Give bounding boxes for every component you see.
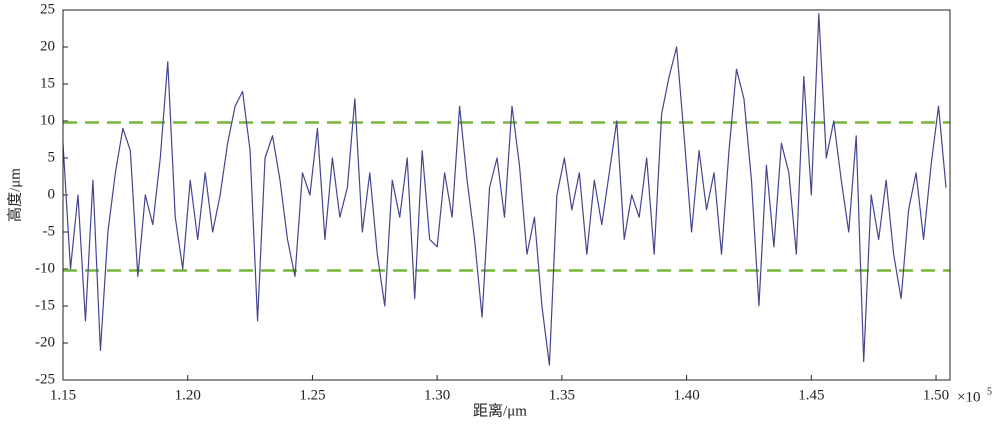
- x-multiplier: ×10: [957, 389, 980, 405]
- y-tick-label: -25: [35, 371, 55, 387]
- x-tick-label: 1.25: [299, 387, 325, 403]
- x-tick-label: 1.50: [923, 387, 949, 403]
- x-tick-label: 1.30: [424, 387, 450, 403]
- y-tick-label: 5: [48, 149, 56, 165]
- x-tick-label: 1.20: [175, 387, 201, 403]
- x-multiplier-exponent: 5: [987, 386, 992, 397]
- x-tick-label: 1.40: [673, 387, 699, 403]
- x-axis-label: 距离/μm: [473, 402, 527, 419]
- y-axis-label: 高度/μm: [6, 168, 23, 222]
- plot-frame: [62, 9, 951, 381]
- y-tick-label: 20: [40, 38, 55, 54]
- x-tick-label: 1.35: [549, 387, 575, 403]
- y-tick-label: -20: [35, 334, 55, 350]
- x-tick-label: 1.15: [50, 387, 76, 403]
- y-tick-label: 10: [40, 112, 55, 128]
- y-tick-label: -5: [43, 223, 56, 239]
- x-tick-label: 1.45: [798, 387, 824, 403]
- y-tick-label: -10: [35, 260, 55, 276]
- data-line: [62, 13, 947, 366]
- y-tick-label: -15: [35, 297, 55, 313]
- y-tick-label: 15: [40, 75, 55, 91]
- y-tick-label: 25: [40, 1, 55, 17]
- y-tick-label: 0: [48, 186, 56, 202]
